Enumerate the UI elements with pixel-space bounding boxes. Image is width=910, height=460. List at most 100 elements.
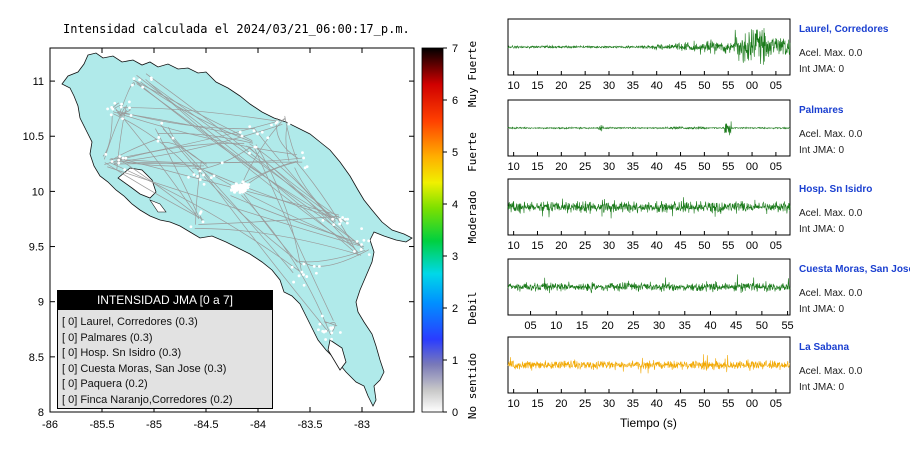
road-line xyxy=(249,143,335,224)
station-dot xyxy=(330,337,333,341)
map-x-tick-label: -85 xyxy=(146,419,162,431)
waveform-tick-label: 35 xyxy=(627,80,639,92)
station-acel: Acel. Max. 0.0 xyxy=(799,208,863,219)
station-dot xyxy=(338,222,342,226)
waveform-tick-label: 55 xyxy=(781,320,793,332)
station-dot xyxy=(202,173,205,177)
map-y-tick-label: 10 xyxy=(32,186,44,198)
waveform-tick-label: 25 xyxy=(579,161,591,173)
station-dot xyxy=(290,265,294,269)
station-dot xyxy=(360,227,364,231)
waveform-tick-label: 10 xyxy=(508,161,520,173)
road-line xyxy=(113,162,198,167)
station-dot xyxy=(229,188,234,192)
station-dot xyxy=(244,182,248,186)
road-line xyxy=(145,73,364,250)
golfo-dulce xyxy=(327,339,347,371)
station-dot xyxy=(138,78,141,82)
road-line xyxy=(198,215,339,225)
station-dot xyxy=(111,107,115,111)
colorbar-category-label: Muy Fuerte xyxy=(466,41,479,107)
station-dot xyxy=(239,185,243,190)
station-dot xyxy=(355,239,359,243)
nicoya-gulf-inner xyxy=(149,199,167,213)
waveform-panel: 05 10 15 20 25 30 35 40 45 50 55 xyxy=(507,258,794,332)
road-line xyxy=(149,82,337,220)
station-dot xyxy=(297,274,301,278)
station-dot xyxy=(345,221,349,225)
road-line xyxy=(112,111,297,156)
station-name: Hosp. Sn Isidro xyxy=(799,184,873,195)
waveform-tick-label: 05 xyxy=(770,398,782,410)
station-dot xyxy=(346,217,350,221)
legend-item: [ 0] Finca Naranjo,Corredores (0.2) xyxy=(62,393,233,406)
station-dot xyxy=(317,328,320,332)
station-dot xyxy=(312,264,316,268)
station-dot xyxy=(302,273,305,276)
station-dot xyxy=(270,123,273,127)
station-dot xyxy=(220,161,224,165)
station-dot xyxy=(252,129,256,133)
station-dot xyxy=(318,322,322,326)
waveform-tick-label: 15 xyxy=(531,240,543,252)
station-dot xyxy=(320,314,324,318)
station-dot xyxy=(331,326,335,329)
station-dot xyxy=(117,161,121,165)
road-line xyxy=(285,125,290,162)
station-dot xyxy=(256,132,259,136)
station-dot xyxy=(198,169,202,173)
station-dot xyxy=(121,156,125,160)
waveform-tick-label: 50 xyxy=(698,161,710,173)
road-line xyxy=(192,167,201,174)
waveform-tick-label: 40 xyxy=(651,80,663,92)
station-dot xyxy=(248,151,251,155)
station-dot xyxy=(171,136,175,140)
station-dot xyxy=(360,243,363,246)
colorbar-labels: No sentido Debil Moderado Fuerte Muy Fuerte xyxy=(466,41,479,419)
station-dot xyxy=(120,102,123,106)
station-dot xyxy=(150,78,153,81)
station-acel: Acel. Max. 0.0 xyxy=(799,288,863,299)
road-line xyxy=(111,123,283,163)
station-dot xyxy=(238,130,242,134)
waveform-tick-label: 30 xyxy=(603,240,615,252)
station-dot xyxy=(113,101,117,105)
road-line xyxy=(102,115,113,157)
station-dot xyxy=(285,106,288,110)
waveform-panels: 10 15 20 25 30 35 40 45 50 55 00 05 10 15 20 25 30 35 40 45… xyxy=(507,18,794,410)
station-dot xyxy=(241,180,245,184)
map-x-tick-label: -86 xyxy=(42,419,58,431)
road-line xyxy=(194,228,362,256)
station-dot xyxy=(302,283,306,287)
station-dot xyxy=(260,130,264,134)
waveform-panel: 10 15 20 25 30 35 40 45 50 55 00 05 xyxy=(507,336,791,410)
waveform-tick-label: 15 xyxy=(531,80,543,92)
waveform-tick-label: 15 xyxy=(531,161,543,173)
waveform-tick-label: 40 xyxy=(651,240,663,252)
station-dot xyxy=(332,223,336,227)
station-dot xyxy=(303,166,307,170)
waveform-tick-label: 00 xyxy=(746,161,758,173)
waveform-tick-label: 55 xyxy=(722,240,734,252)
station-acel: Acel. Max. 0.0 xyxy=(799,48,863,59)
colorbar-tick-label: 6 xyxy=(452,95,458,107)
station-dot xyxy=(338,331,342,334)
map-y-tick-label: 8 xyxy=(38,407,44,419)
station-int: Int JMA: 0 xyxy=(799,64,845,75)
waveform-tick-label: 55 xyxy=(722,80,734,92)
road-line xyxy=(253,145,334,321)
colorbar-tick-label: 0 xyxy=(452,407,458,419)
waveform-tick-label: 05 xyxy=(524,320,536,332)
station-dot xyxy=(314,271,318,275)
waveform-xlabel: Tiempo (s) xyxy=(620,416,677,430)
waveform-tick-label: 35 xyxy=(679,320,691,332)
station-dot xyxy=(127,100,131,104)
station-info: Acel. Max. 0.0 Int JMA: 0 xyxy=(799,286,862,318)
waveform-tick-label: 25 xyxy=(579,240,591,252)
road-line xyxy=(115,108,200,220)
road-line xyxy=(204,173,329,332)
colorbar-category-label: Debil xyxy=(466,291,479,324)
station-int: Int JMA: 0 xyxy=(799,224,845,235)
waveform-trace xyxy=(507,274,791,294)
legend-list: [ 0] Laurel, Corredores (0.3) [ 0] Palmar… xyxy=(58,310,272,408)
